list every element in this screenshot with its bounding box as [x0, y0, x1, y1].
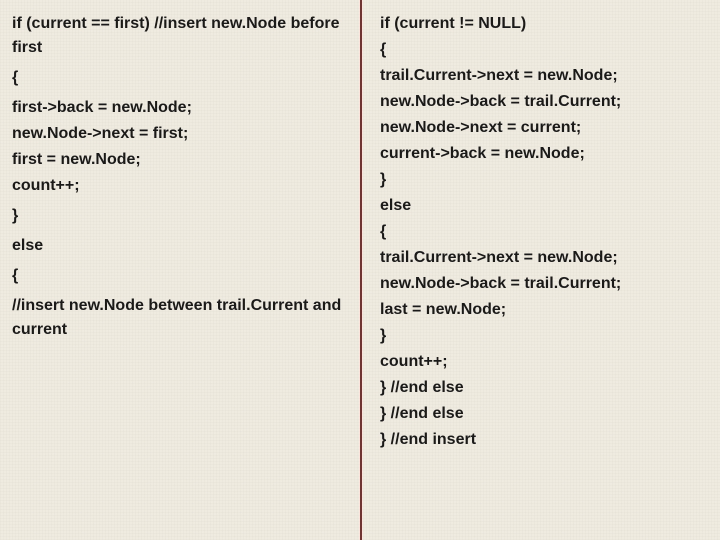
- code-line: new.Node->next = current;: [380, 116, 704, 140]
- left-column: if (current == first) //insert new.Node …: [0, 0, 360, 540]
- code-line: {: [380, 38, 704, 62]
- code-line: first->back = new.Node;: [12, 96, 344, 120]
- right-column: if (current != NULL) { trail.Current->ne…: [360, 0, 720, 540]
- code-line: {: [12, 66, 344, 90]
- code-line: else: [380, 194, 704, 218]
- code-line: } //end else: [380, 402, 704, 426]
- code-line: } //end insert: [380, 428, 704, 452]
- code-line: trail.Current->next = new.Node;: [380, 64, 704, 88]
- code-line: current->back = new.Node;: [380, 142, 704, 166]
- code-line: first = new.Node;: [12, 148, 344, 172]
- code-line: if (current == first) //insert new.Node …: [12, 12, 344, 60]
- code-line: new.Node->next = first;: [12, 122, 344, 146]
- code-line: count++;: [380, 350, 704, 374]
- code-line: new.Node->back = trail.Current;: [380, 90, 704, 114]
- code-line: //insert new.Node between trail.Current …: [12, 294, 344, 342]
- code-line: } //end else: [380, 376, 704, 400]
- code-line: last = new.Node;: [380, 298, 704, 322]
- code-line: new.Node->back = trail.Current;: [380, 272, 704, 296]
- code-line: if (current != NULL): [380, 12, 704, 36]
- code-line: }: [12, 204, 344, 228]
- code-line: }: [380, 324, 704, 348]
- code-line: count++;: [12, 174, 344, 198]
- code-line: else: [12, 234, 344, 258]
- code-line: {: [380, 220, 704, 244]
- code-line: {: [12, 264, 344, 288]
- code-line: }: [380, 168, 704, 192]
- code-line: trail.Current->next = new.Node;: [380, 246, 704, 270]
- slide-columns: if (current == first) //insert new.Node …: [0, 0, 720, 540]
